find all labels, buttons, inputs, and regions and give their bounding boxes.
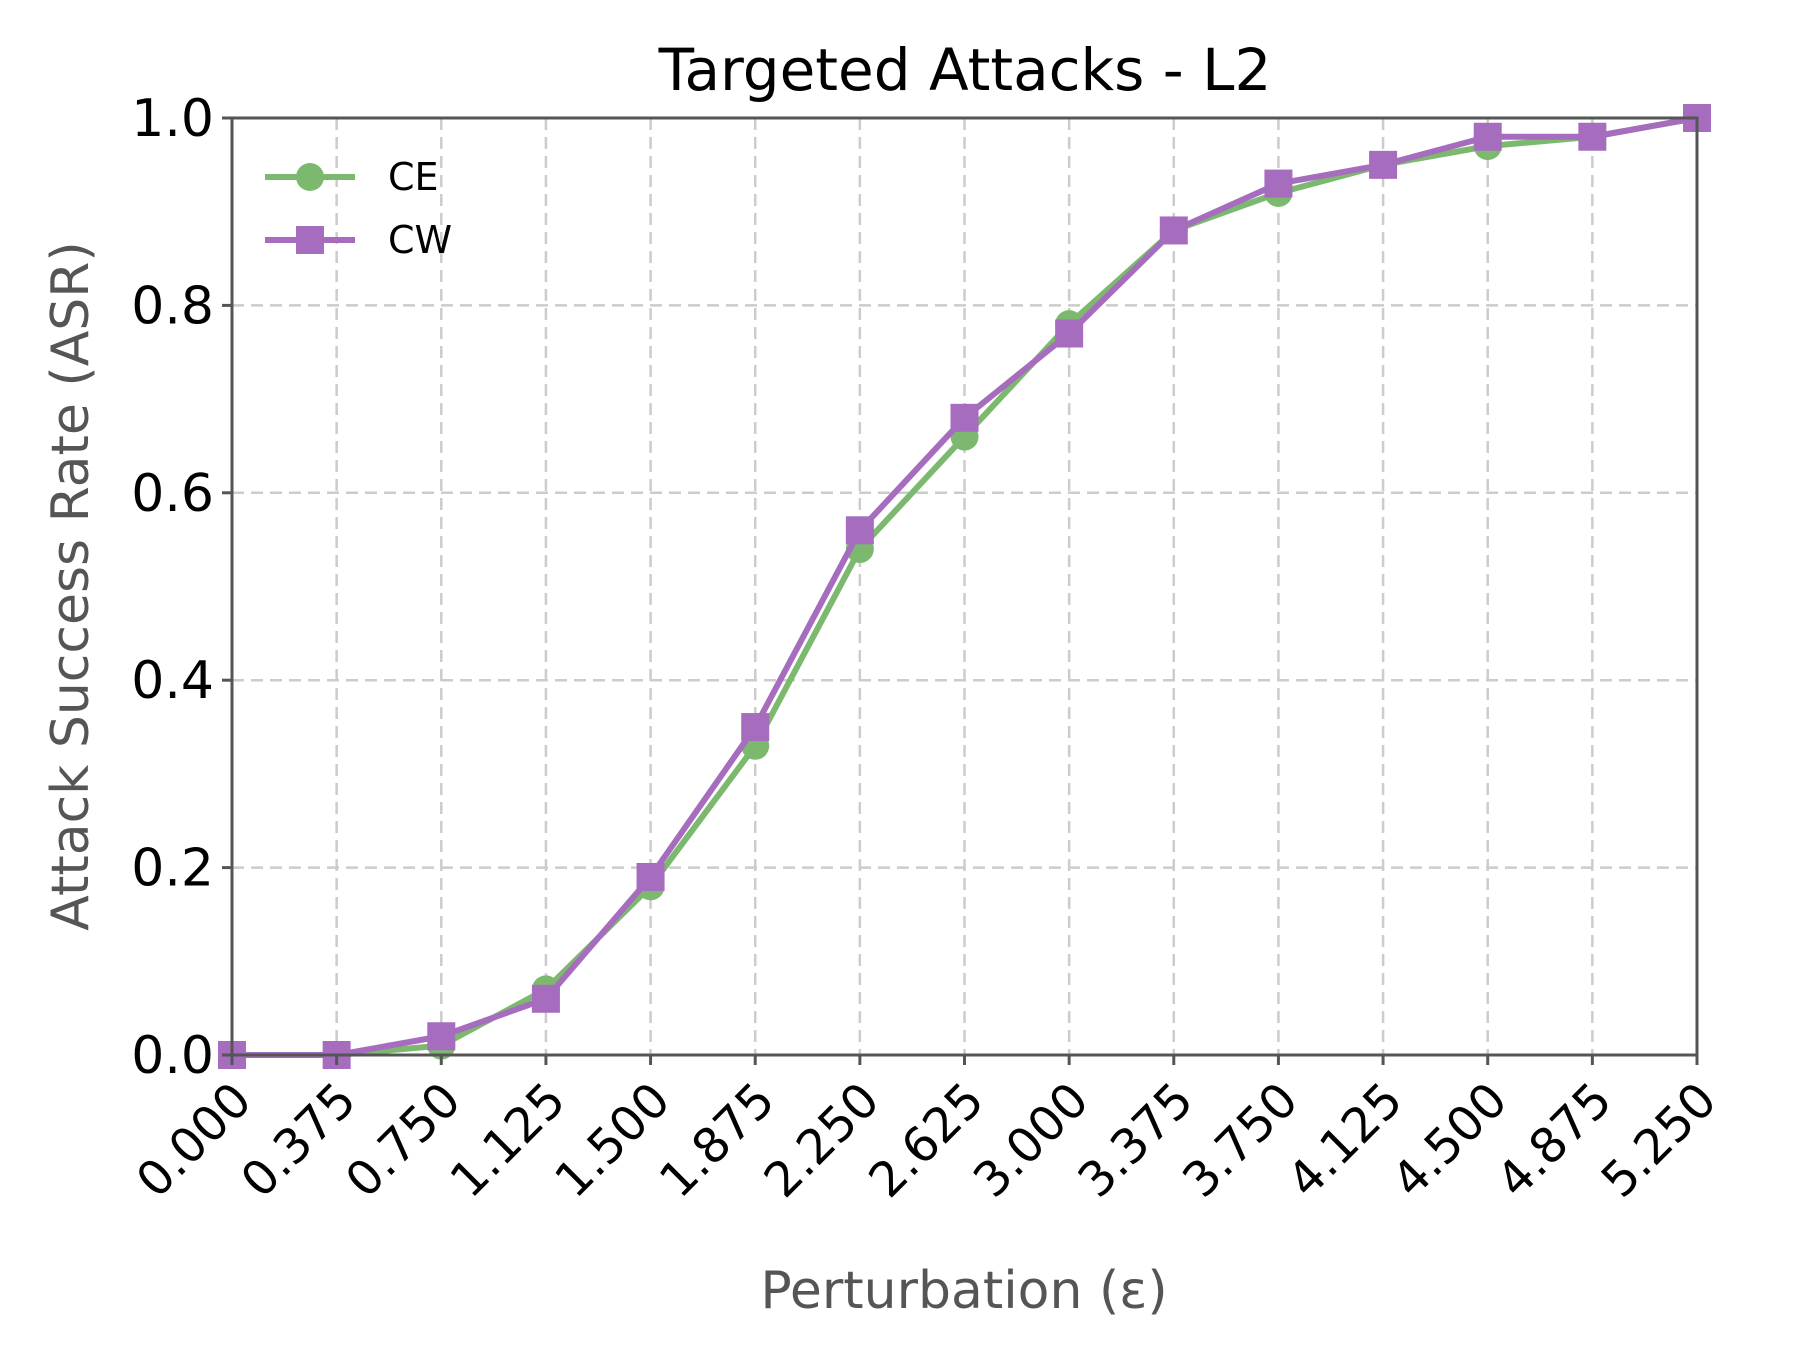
- data-point-cw: [1578, 122, 1607, 151]
- y-tick-label: 0.0: [131, 1026, 214, 1086]
- data-point-cw: [1369, 150, 1398, 179]
- y-tick-label: 0.6: [131, 464, 214, 524]
- y-tick-label: 1.0: [131, 89, 214, 149]
- data-point-cw: [1264, 169, 1293, 198]
- data-point-cw: [1159, 216, 1188, 245]
- chart-title: Targeted Attacks - L2: [658, 36, 1272, 104]
- legend-marker-cw: [296, 226, 324, 254]
- legend-label-cw: CW: [388, 218, 452, 262]
- data-point-cw: [1473, 122, 1502, 151]
- data-point-cw: [531, 984, 560, 1013]
- x-axis-label: Perturbation (ε): [760, 1261, 1167, 1321]
- y-tick-label: 0.4: [131, 651, 214, 711]
- data-point-cw: [1055, 319, 1084, 348]
- y-tick-label: 0.8: [131, 276, 214, 336]
- legend-label-ce: CE: [388, 155, 439, 199]
- data-point-cw: [741, 713, 770, 742]
- data-point-cw: [950, 403, 979, 432]
- y-tick-label: 0.2: [131, 839, 214, 899]
- data-point-cw: [636, 862, 665, 891]
- legend: CE CW: [265, 155, 452, 262]
- y-axis: 0.0 0.2 0.4 0.6 0.8 1.0: [131, 89, 232, 1086]
- data-point-cw: [845, 516, 874, 545]
- data-point-cw: [427, 1022, 456, 1051]
- legend-marker-ce: [296, 163, 324, 191]
- y-axis-label: Attack Success Rate (ASR): [41, 241, 101, 930]
